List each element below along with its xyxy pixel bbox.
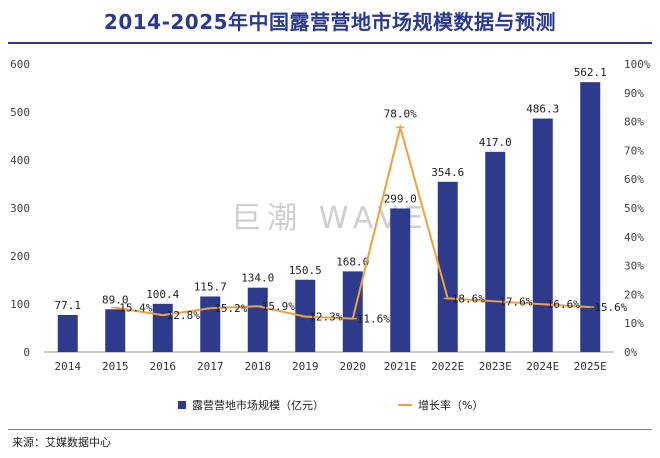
x-tick-label: 2022E — [431, 360, 464, 373]
bar-data-label: 100.4 — [146, 288, 179, 301]
bar-data-label: 354.6 — [431, 166, 464, 179]
bar — [580, 82, 601, 352]
bar — [532, 118, 553, 353]
bar — [437, 181, 458, 352]
legend-bar-label: 露营营地市场规模（亿元） — [192, 398, 324, 412]
growth-data-label: 17.6% — [499, 295, 532, 308]
footer-divider — [8, 429, 652, 430]
bar-data-label: 299.0 — [384, 192, 417, 205]
y-right-tick-label: 0% — [624, 346, 638, 359]
x-tick-label: 2015 — [102, 360, 129, 373]
y-right-tick-label: 20% — [624, 288, 644, 301]
x-tick-label: 2021E — [384, 360, 417, 373]
bar-data-label: 417.0 — [479, 136, 512, 149]
growth-data-label: 11.6% — [357, 313, 390, 326]
x-tick-label: 2017 — [197, 360, 224, 373]
growth-data-label: 15.2% — [214, 302, 247, 315]
bar-data-label: 134.0 — [241, 272, 274, 285]
y-left-tick-label: 300 — [10, 202, 30, 215]
title-underline — [8, 42, 652, 44]
bar — [485, 151, 506, 352]
growth-data-label: 15.4% — [119, 302, 152, 315]
y-right-tick-label: 50% — [624, 202, 644, 215]
x-tick-label: 2024E — [526, 360, 559, 373]
bar — [105, 309, 126, 352]
x-tick-label: 2014 — [55, 360, 82, 373]
y-left-tick-label: 0 — [23, 346, 30, 359]
bar — [390, 208, 411, 352]
source-note: 来源：艾媒数据中心 — [12, 436, 111, 449]
bar-data-label: 168.0 — [336, 255, 369, 268]
legend-bar-swatch — [178, 401, 186, 409]
chart-axes: 0 100 200 300 400 500 600 0% 10% 20% 30% 40% 50% 60% 7… — [10, 58, 651, 373]
bar-data-label: 150.5 — [289, 264, 322, 277]
bar-data-label: 486.3 — [526, 103, 559, 116]
y-right-tick-label: 100% — [624, 58, 651, 71]
y-left-tick-label: 600 — [10, 58, 30, 71]
growth-data-label: 12.8% — [167, 309, 200, 322]
legend-line-label: 增长率（%） — [418, 398, 483, 412]
y-right-tick-label: 60% — [624, 173, 644, 186]
bar — [342, 271, 363, 352]
y-right-tick-label: 40% — [624, 231, 644, 244]
growth-data-label: 15.6% — [594, 301, 627, 314]
y-right-tick-label: 70% — [624, 144, 644, 157]
bar-data-label: 562.1 — [574, 66, 607, 79]
line-series: 15.4% 12.8% 15.2% 15.9% 12.3% 11.6% 78.0% 18.6%… — [111, 107, 628, 326]
y-right-tick-label: 30% — [624, 260, 644, 273]
x-tick-label: 2025E — [574, 360, 607, 373]
growth-data-label: 12.3% — [309, 311, 342, 324]
bar-data-label: 77.1 — [55, 299, 82, 312]
x-tick-label: 2023E — [479, 360, 512, 373]
y-right-tick-label: 80% — [624, 116, 644, 129]
bar — [57, 314, 78, 352]
bar — [247, 287, 268, 352]
y-left-tick-label: 100 — [10, 298, 30, 311]
growth-data-label: 78.0% — [384, 107, 417, 120]
y-left-tick-label: 500 — [10, 106, 30, 119]
x-tick-label: 2020 — [340, 360, 367, 373]
growth-data-label: 18.6% — [452, 292, 485, 305]
growth-data-label: 16.6% — [547, 298, 580, 311]
bar-data-label: 89.0 — [102, 293, 129, 306]
bar — [152, 303, 173, 352]
y-right-tick-label: 90% — [624, 87, 644, 100]
chart-title: 2014-2025年中国露营营地市场规模数据与预测 — [103, 10, 557, 34]
growth-data-label: 15.9% — [262, 300, 295, 313]
x-tick-label: 2016 — [150, 360, 177, 373]
legend: 露营营地市场规模（亿元） 增长率（%） — [178, 398, 483, 412]
y-right-tick-label: 10% — [624, 317, 644, 330]
bar — [200, 296, 221, 352]
y-left-tick-label: 400 — [10, 154, 30, 167]
x-tick-label: 2019 — [292, 360, 319, 373]
x-tick-label: 2018 — [245, 360, 272, 373]
y-left-tick-label: 200 — [10, 250, 30, 263]
bar-data-label: 115.7 — [194, 280, 227, 293]
